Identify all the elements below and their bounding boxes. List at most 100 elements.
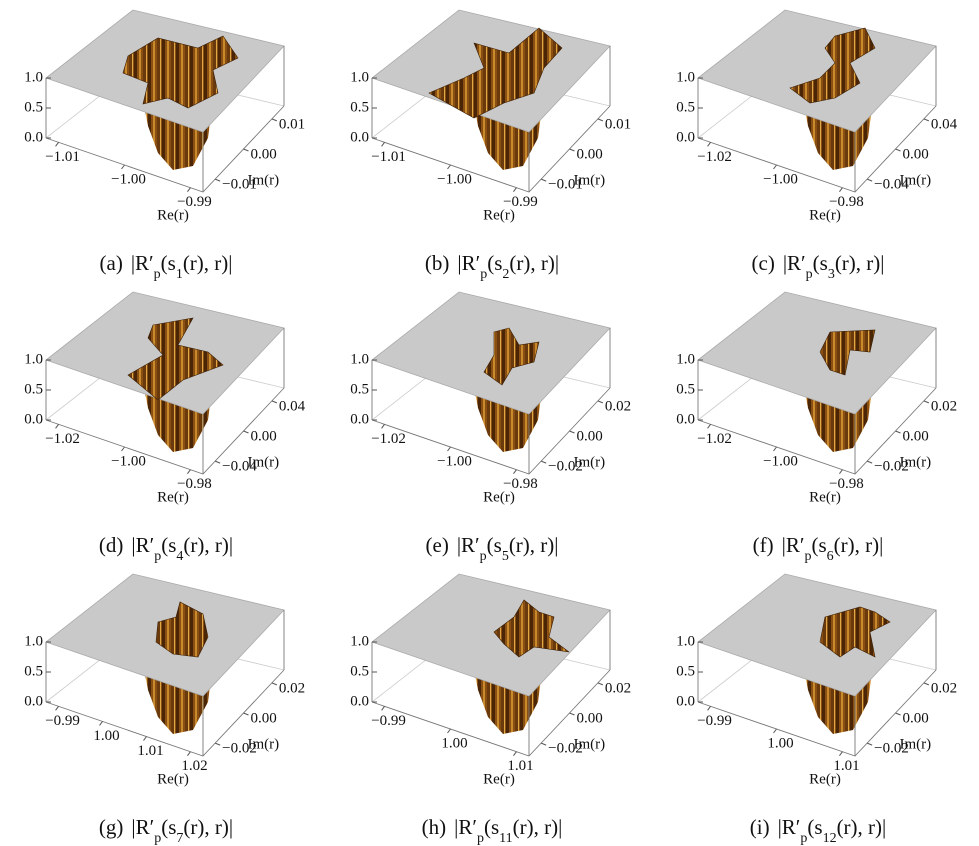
surface-hole	[819, 606, 891, 658]
im-tick-label: −0.04	[222, 459, 257, 475]
caption-subscript: p	[800, 831, 807, 846]
re-tick	[381, 142, 385, 147]
caption-text: (s	[487, 533, 502, 557]
im-tick-label: 0.00	[251, 710, 277, 726]
re-tick	[773, 446, 777, 452]
caption-subscript: 3	[828, 267, 835, 282]
re-tick	[447, 164, 451, 170]
re-tick	[187, 187, 191, 192]
re-tick	[143, 736, 147, 741]
caption-subscript: p	[804, 549, 811, 564]
re-tick-label: −1.00	[111, 453, 146, 469]
re-tick-label: −0.99	[697, 713, 732, 729]
re-tick	[513, 469, 517, 474]
im-tick-label: −0.02	[548, 741, 583, 757]
re-tick-label: −1.00	[437, 453, 472, 469]
im-tick-label: 0.04	[279, 398, 306, 414]
re-axis-label: Re(r)	[809, 207, 841, 223]
re-tick	[99, 721, 103, 726]
z-tick-label: 0.0	[350, 411, 369, 427]
caption-text: (s	[161, 251, 176, 275]
caption-subscript: p	[480, 549, 487, 564]
caption: (b) |R′p(s2(r), r)|	[425, 251, 559, 282]
z-tick-label: 0.5	[350, 99, 369, 115]
z-tick-label: 0.0	[24, 693, 43, 709]
re-tick	[513, 187, 517, 192]
caption-subscript: p	[806, 267, 813, 282]
im-tick	[569, 430, 575, 434]
re-tick-label: −1.02	[371, 431, 406, 447]
re-tick	[187, 469, 191, 474]
re-axis-label: Re(r)	[483, 771, 515, 787]
re-tick-label: −0.98	[503, 476, 538, 492]
caption-tag: (e)	[426, 533, 449, 557]
im-tick-label: 0.00	[903, 428, 929, 444]
re-axis-label: Re(r)	[483, 207, 515, 223]
z-tick-label: 0.0	[24, 411, 43, 427]
surface-hole	[789, 27, 876, 104]
caption-text: (s	[161, 815, 176, 839]
caption-subscript: 12	[823, 831, 837, 846]
caption-tag: (h)	[422, 815, 447, 839]
im-tick	[243, 712, 249, 716]
caption-text: (s	[813, 251, 828, 275]
im-tick-label: −0.02	[222, 741, 257, 757]
caption-text: (r), r)|	[183, 815, 233, 839]
re-tick-label: −1.02	[697, 149, 732, 165]
im-axis-label: Im(r)	[574, 736, 606, 752]
caption-text: (s	[811, 533, 826, 557]
im-tick	[569, 148, 575, 152]
caption-tag: (g)	[99, 815, 124, 839]
caption-subscript: 1	[176, 267, 183, 282]
caption-text: (r), r)|	[834, 533, 884, 557]
re-tick	[707, 424, 711, 429]
caption-subscript: p	[154, 831, 161, 846]
caption-text: (s	[807, 815, 822, 839]
im-tick-label: 0.01	[279, 116, 305, 132]
caption-text: (r), r)|	[509, 533, 559, 557]
im-axis-label: Im(r)	[248, 736, 280, 752]
caption-subscript: p	[154, 549, 161, 564]
im-tick	[895, 712, 901, 716]
z-tick-label: 0.0	[24, 129, 43, 145]
surface-hole	[483, 327, 540, 386]
re-tick-label: −0.99	[45, 713, 80, 729]
caption-subscript: p	[154, 267, 161, 282]
z-tick-label: 1.0	[24, 633, 43, 649]
z-tick-label: 1.0	[24, 351, 43, 367]
re-tick	[839, 751, 843, 756]
re-tick	[447, 446, 451, 452]
z-tick-label: 0.0	[676, 411, 695, 427]
top-plane	[371, 291, 611, 415]
re-axis-label: Re(r)	[157, 771, 189, 787]
top-plane	[697, 573, 937, 697]
caption-subscript: 5	[502, 549, 509, 564]
re-tick-label: 1.00	[767, 735, 793, 751]
re-tick-label: 1.00	[93, 728, 119, 744]
im-tick	[923, 118, 930, 122]
z-tick-label: 0.5	[676, 663, 695, 679]
im-tick-label: −0.04	[874, 177, 909, 193]
re-tick	[55, 424, 59, 429]
re-tick-label: −1.00	[763, 171, 798, 187]
im-tick	[895, 148, 901, 152]
caption-text: (s	[484, 815, 499, 839]
z-tick-label: 0.0	[676, 693, 695, 709]
im-tick-label: 0.00	[577, 428, 603, 444]
re-tick	[55, 706, 59, 711]
re-tick-label: −1.00	[111, 171, 146, 187]
re-tick-label: −0.99	[371, 713, 406, 729]
im-tick-label: 0.02	[605, 680, 631, 696]
caption-tag: (d)	[99, 533, 124, 557]
re-tick-label: −1.00	[437, 171, 472, 187]
re-tick	[773, 164, 777, 170]
im-tick-label: 0.02	[605, 398, 631, 414]
im-tick-label: 0.01	[605, 116, 631, 132]
re-tick-label: −1.01	[45, 149, 80, 165]
im-tick	[866, 178, 873, 182]
